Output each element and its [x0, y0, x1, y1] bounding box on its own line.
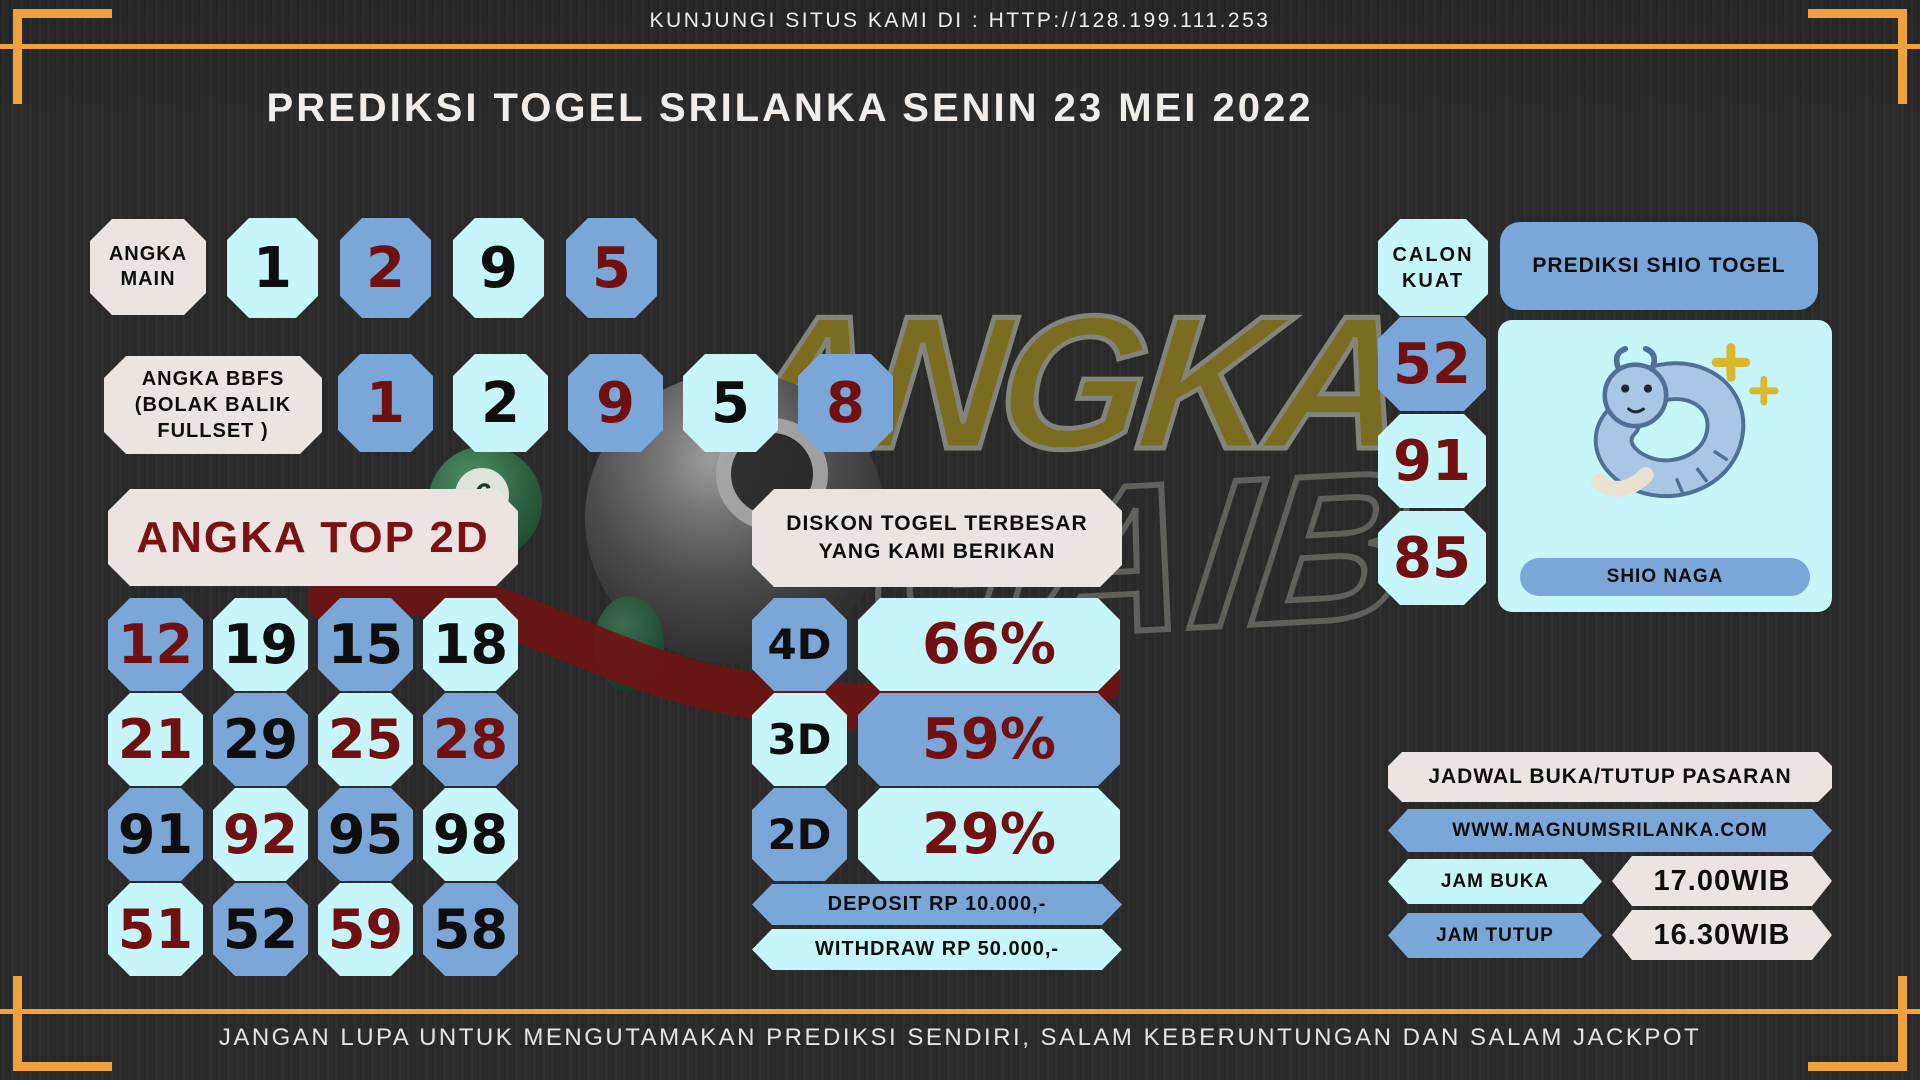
top2d-cell: 12 — [108, 598, 203, 691]
top2d-cell: 51 — [108, 883, 203, 976]
deposit-banner: DEPOSIT RP 10.000,- — [752, 884, 1122, 925]
top2d-cell: 29 — [213, 693, 308, 786]
top2d-cell: 59 — [318, 883, 413, 976]
top2d-cell: 52 — [213, 883, 308, 976]
top2d-cell: 25 — [318, 693, 413, 786]
diskon-3d-label: 3D — [752, 693, 847, 786]
corner-bracket-bottom-right — [1808, 976, 1907, 1071]
jadwal-title-banner: JADWAL BUKA/TUTUP PASARAN — [1388, 752, 1832, 802]
angka-bbfs-digit: 8 — [798, 354, 893, 452]
angka-bbfs-digit: 5 — [683, 354, 778, 452]
top2d-cell: 18 — [423, 598, 518, 691]
angka-bbfs-label: ANGKA BBFS (BOLAK BALIK FULLSET ) — [104, 356, 322, 454]
shio-panel: SHIO NAGA — [1498, 320, 1832, 612]
top2d-cell: 21 — [108, 693, 203, 786]
diskon-2d-value: 29% — [858, 788, 1120, 881]
jam-buka-label: JAM BUKA — [1388, 859, 1602, 904]
angka-bbfs-digits: 1 2 9 5 8 — [338, 354, 893, 452]
top2d-cell: 58 — [423, 883, 518, 976]
corner-bracket-bottom-left — [13, 976, 112, 1071]
angka-top-2d-header: ANGKA TOP 2D — [108, 489, 518, 586]
jam-buka-value: 17.00WIB — [1612, 856, 1832, 906]
top-divider-line — [0, 44, 1920, 49]
bottom-divider-line — [0, 1009, 1920, 1014]
top2d-cell: 98 — [423, 788, 518, 881]
angka-main-digit: 2 — [340, 218, 431, 318]
top2d-cell: 15 — [318, 598, 413, 691]
calon-kuat-numbers: 52 91 85 — [1378, 317, 1486, 605]
shio-naga-illustration — [1591, 343, 1779, 499]
angka-top-2d-grid: 12 19 15 18 21 29 25 28 91 92 95 98 51 5… — [108, 598, 518, 976]
angka-main-digits: 1 2 9 5 — [227, 218, 657, 318]
jam-tutup-label: JAM TUTUP — [1388, 913, 1602, 958]
diskon-4d-value: 66% — [858, 598, 1120, 691]
angka-bbfs-digit: 9 — [568, 354, 663, 452]
calon-kuat-number: 91 — [1378, 414, 1486, 508]
corner-bracket-top-left — [13, 9, 112, 104]
diskon-header: DISKON TOGEL TERBESAR YANG KAMI BERIKAN — [752, 489, 1122, 587]
shio-prediction-title: PREDIKSI SHIO TOGEL — [1500, 222, 1818, 310]
calon-kuat-number: 85 — [1378, 511, 1486, 605]
angka-bbfs-digit: 2 — [453, 354, 548, 452]
top2d-cell: 92 — [213, 788, 308, 881]
angka-bbfs-digit: 1 — [338, 354, 433, 452]
top2d-cell: 28 — [423, 693, 518, 786]
calon-kuat-label: CALON KUAT — [1378, 219, 1488, 316]
diskon-2d-label: 2D — [752, 788, 847, 881]
angka-main-label: ANGKA MAIN — [90, 219, 206, 315]
top2d-cell: 95 — [318, 788, 413, 881]
angka-top-2d-title: ANGKA TOP 2D — [136, 512, 490, 562]
site-url-banner[interactable]: KUNJUNGI SITUS KAMI DI : HTTP://128.199.… — [649, 9, 1271, 32]
footer-message: JANGAN LUPA UNTUK MENGUTAMAKAN PREDIKSI … — [218, 1024, 1702, 1051]
calon-kuat-number: 52 — [1378, 317, 1486, 411]
website-banner[interactable]: WWW.MAGNUMSRILANKA.COM — [1388, 809, 1832, 852]
shio-name-banner: SHIO NAGA — [1520, 558, 1810, 596]
angka-main-digit: 1 — [227, 218, 318, 318]
withdraw-banner: WITHDRAW RP 50.000,- — [752, 929, 1122, 970]
page-title: PREDIKSI TOGEL SRILANKA SENIN 23 MEI 202… — [266, 86, 1314, 130]
top2d-cell: 19 — [213, 598, 308, 691]
diskon-3d-value: 59% — [858, 693, 1120, 786]
jam-tutup-value: 16.30WIB — [1612, 910, 1832, 960]
diskon-4d-label: 4D — [752, 598, 847, 691]
top2d-cell: 91 — [108, 788, 203, 881]
corner-bracket-top-right — [1808, 9, 1907, 104]
angka-main-digit: 5 — [566, 218, 657, 318]
angka-main-digit: 9 — [453, 218, 544, 318]
